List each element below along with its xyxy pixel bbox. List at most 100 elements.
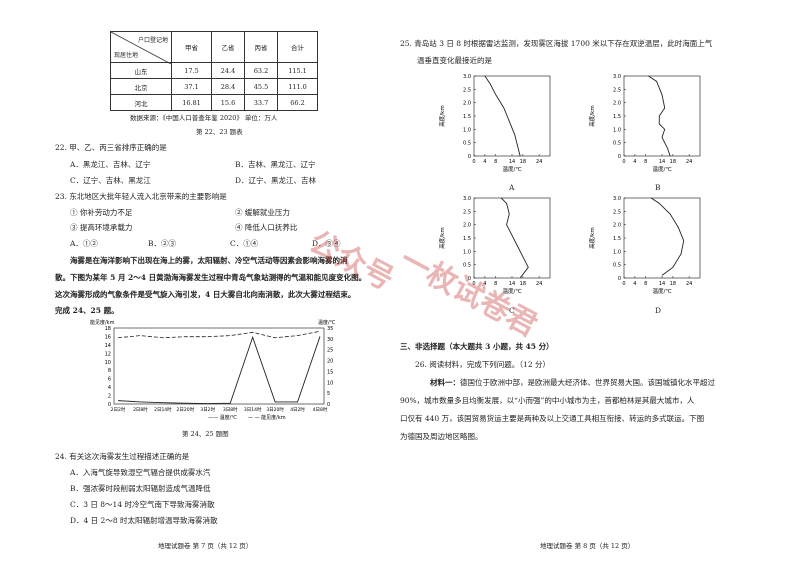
panel-label-b: B	[655, 183, 661, 192]
y-tick: 2.0	[613, 101, 621, 107]
q23-item-3: ③ 提高环境承载力	[70, 223, 133, 232]
y-axis-label: 高度/km	[438, 227, 446, 248]
x-tick: 0	[622, 159, 625, 165]
q23-stem: 23. 东北地区大批年轻人流入北京带来的主要影响是	[55, 192, 227, 201]
x-tick: 2日14时	[154, 406, 172, 413]
y-tick-left: 16	[105, 334, 111, 340]
table-cell: 115.1	[276, 62, 319, 79]
x-tick: 24	[536, 159, 542, 165]
y-tick-left: 10	[105, 360, 111, 366]
y-tick: 0.5	[463, 263, 471, 269]
q23-option-c[interactable]: C．①④	[230, 239, 259, 248]
y-tick-right: 15	[327, 369, 333, 375]
q24-option-d[interactable]: D．4 日 2～8 时太阳辐射增温导致海雾消散	[70, 516, 218, 525]
legend-entry: — — 能见度/km	[248, 414, 286, 421]
table-source: 数据来源：《中国人口普查年鉴 2020》 单位：万人	[130, 114, 278, 122]
y-tick: 3.0	[463, 74, 471, 80]
y-tick-left: 4	[108, 385, 111, 391]
panel-label-c: C	[509, 306, 515, 315]
table-cell: 45.5	[243, 78, 278, 95]
material-text: 德国位于欧洲中部，是欧洲最大经济体、世界贸易大国。该国城镇化水平超过	[460, 378, 715, 387]
table-cell: 16.81	[171, 94, 212, 111]
x-tick: 4日2时	[290, 406, 305, 413]
y-tick: 1.5	[463, 114, 471, 120]
q25-line-1: 25. 青岛站 3 日 8 时根据雷达监测，发现雾区海拔 1700 米以下存在双…	[400, 39, 713, 48]
y-tick: 1.0	[613, 249, 621, 255]
section-3-heading: 三、非选择题（本大题共 3 小题，共 45 分）	[400, 342, 554, 351]
y-tick: 2.5	[613, 87, 621, 93]
x-tick: 3日20时	[266, 406, 284, 413]
x-tick: 0	[622, 281, 625, 287]
q24-stem: 24. 有关这次海雾发生过程描述正确的是	[55, 452, 190, 461]
q22-option-d[interactable]: D．辽宁、黑龙江、吉林	[235, 176, 317, 185]
q22-option-a[interactable]: A．黑龙江、吉林、辽宁	[70, 160, 151, 169]
x-tick: 18	[670, 159, 676, 165]
profile-chart-d[interactable]: 高度/km 0 0.5 1.0 1.5 2.0 2.5 3.0 0 4 8 14 18 24 温度/℃	[580, 190, 710, 295]
profile-chart-c[interactable]: 高度/km 0 0.5 1.0 1.5 2.0 2.5 3.0 0 4 8 14 18 24 温度/℃	[430, 190, 560, 295]
passage-line-3: 这次海雾形成的气象条件是受气旋入海引发，4 日大雾自北向南消散，此次大雾过程结束…	[55, 290, 356, 299]
y-tick: 3.0	[613, 196, 621, 202]
q22-option-c[interactable]: C．辽宁、吉林、黑龙江	[70, 176, 151, 185]
visibility-series-line	[117, 335, 321, 405]
q23-item-4: ④ 降低人口抚养比	[235, 223, 298, 232]
q26-material-line-4: 为德国及周边地区略图。	[400, 432, 483, 441]
x-tick: 18	[520, 281, 526, 287]
table-cell: 山东	[110, 62, 172, 79]
x-tick: 4	[483, 281, 486, 287]
q23-option-b[interactable]: B．②③	[148, 239, 177, 248]
y-tick: 2.5	[463, 87, 471, 93]
watermark-1: 公众号	[303, 224, 400, 298]
footer-right: 地理试题卷 第 8 页（共 12 页）	[540, 542, 635, 550]
temperature-profile-line	[650, 197, 685, 276]
table-cell: 28.4	[210, 78, 245, 95]
panel-label-d: D	[655, 306, 662, 315]
table-row: 河北 16.81 15.6 33.7 66.2	[110, 94, 319, 111]
y-axis-label: 高度/km	[438, 105, 446, 126]
table-cell: 66.2	[276, 94, 319, 111]
x-tick: 24	[536, 281, 542, 287]
y-tick: 3.0	[613, 74, 621, 80]
x-tick: 24	[686, 281, 692, 287]
plot-frame	[473, 197, 551, 279]
y-tick: 0.5	[613, 141, 621, 147]
plot-frame	[473, 75, 551, 157]
x-tick: 0	[472, 281, 475, 287]
y-tick-right: 20	[327, 359, 333, 365]
q23-option-d[interactable]: D．③④	[312, 239, 341, 248]
y-tick: 2.0	[463, 223, 471, 229]
y-tick-right: 35	[327, 326, 333, 332]
x-tick: 4	[633, 281, 636, 287]
y-tick: 1.5	[463, 236, 471, 242]
visibility-temperature-chart: 能见度/km 温度/℃ 0 2 4 6 8 10 12 14 16 18 0 5 10 15 20 25 30 35 2…	[90, 319, 336, 421]
material-label: 材料一：	[430, 378, 460, 387]
table-cell: 111.0	[276, 78, 319, 95]
q26-material-line-3: 口仅有 440 万，该国贸易货运主要是两种及以上交通工具相互衔接、转运的多式联运…	[400, 414, 705, 423]
passage-line-1: 海雾是在海洋影响下出现在海上的雾，太阳辐射、冷空气活动等因素会影响海雾的消	[70, 256, 348, 265]
q22-option-b[interactable]: B．吉林、黑龙江、辽宁	[235, 160, 316, 169]
y-tick-left: 2	[108, 394, 111, 400]
table-row: 北京 37.1 28.4 45.5 111.0	[110, 78, 319, 95]
y-tick: 1.0	[463, 127, 471, 133]
x-tick: 8	[644, 159, 647, 165]
profile-chart-a[interactable]: 高度/km 0 0.5 1.0 1.5 2.0 2.5 3.0 0 4 8 14 18 24 温度/℃	[430, 68, 560, 173]
x-tick: 8	[644, 281, 647, 287]
q26-material-line-2: 90%，城市数量多且均衡发展，以“小而强”的中小城市为主，首都柏林是其最大城市，…	[400, 396, 695, 405]
y-tick: 1.5	[613, 114, 621, 120]
q23-option-a[interactable]: A．①②	[70, 239, 98, 248]
x-axis-label: 温度/℃	[652, 287, 671, 295]
population-table: 户口登记地 现居住地 甲省 乙省 丙省 合计 山东 17.5 24.4 63.2…	[110, 31, 319, 111]
q24-option-b[interactable]: B．强浓雾时段削弱太阳辐射造成气温降低	[70, 484, 211, 493]
x-axis-label: 温度/℃	[502, 287, 521, 295]
x-axis-label: 温度/℃	[652, 165, 671, 173]
x-tick: 14	[659, 281, 665, 287]
q23-item-1: ① 你补劳动力不足	[70, 208, 133, 217]
q24-option-c[interactable]: C．3 日 8～14 时冷空气南下导致海雾消散	[70, 500, 215, 509]
x-tick: 2日20时	[177, 406, 195, 413]
table-header: 乙省	[210, 31, 245, 63]
q24-option-a[interactable]: A．入海气旋导致湿空气辐合提供成雾水汽	[70, 468, 211, 477]
y-tick: 0	[468, 276, 471, 282]
y-tick: 2.0	[613, 223, 621, 229]
table-cell: 河北	[110, 94, 172, 111]
table-cell: 37.1	[171, 78, 212, 95]
profile-chart-b[interactable]: 高度/km 0 0.5 1.0 1.5 2.0 2.5 3.0 0 4 8 14 18 24 温度/℃	[580, 68, 710, 173]
